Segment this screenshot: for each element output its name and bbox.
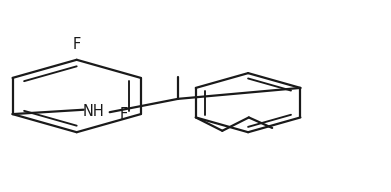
Text: NH: NH: [83, 104, 104, 119]
Text: F: F: [120, 107, 128, 122]
Text: F: F: [73, 37, 81, 52]
